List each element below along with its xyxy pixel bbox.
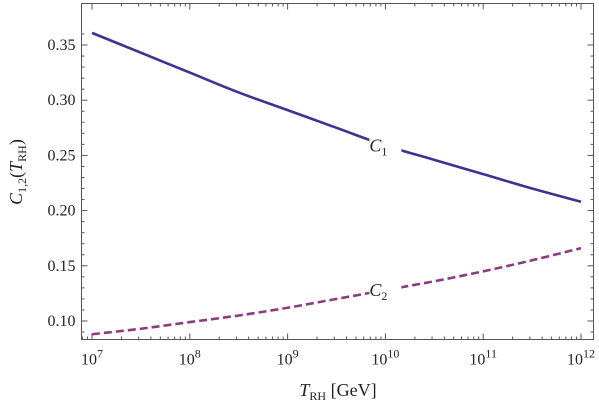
ticks-layer (81, 3, 594, 340)
plot-frame (81, 3, 594, 340)
series-label-c1: C1 (369, 135, 387, 158)
x-tick-label: 107 (81, 347, 103, 369)
series-line-c2 (91, 246, 582, 336)
series-label-knockout (369, 277, 402, 304)
series-label-knockout (369, 132, 402, 159)
x-tick-label: 1010 (371, 347, 399, 369)
y-tick-label: 0.35 (48, 37, 76, 54)
y-tick-label: 0.30 (48, 92, 76, 109)
labels-layer: 0.10 0.15 0.20 0.25 0.30 0.35 107 108 109 1010 101… (48, 37, 596, 369)
x-axis-title: TRH [GeV] (299, 380, 376, 403)
x-tick-label: 1011 (469, 347, 497, 369)
x-tick-label: 1012 (567, 347, 595, 369)
series-line-c1 (91, 31, 582, 204)
y-tick-label: 0.15 (48, 258, 76, 275)
x-tick-label: 108 (179, 347, 201, 369)
y-tick-label: 0.25 (48, 147, 76, 164)
y-axis-title: C1,2(TRH) (6, 139, 29, 205)
y-tick-label: 0.20 (48, 203, 76, 220)
series-layer (91, 31, 582, 336)
series-label-c2: C2 (369, 280, 387, 303)
y-tick-label: 0.10 (48, 313, 76, 330)
x-tick-label: 109 (277, 347, 299, 369)
